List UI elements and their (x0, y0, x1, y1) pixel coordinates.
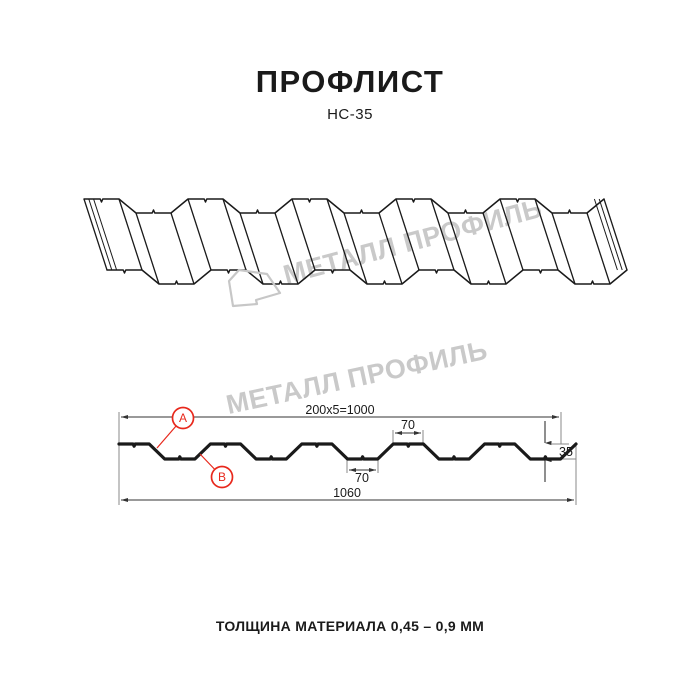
svg-text:B: B (218, 470, 226, 484)
svg-text:70: 70 (355, 471, 369, 485)
svg-text:A: A (179, 411, 187, 425)
svg-text:70: 70 (401, 418, 415, 432)
svg-text:200x5=1000: 200x5=1000 (305, 403, 374, 417)
svg-text:1060: 1060 (333, 486, 361, 500)
